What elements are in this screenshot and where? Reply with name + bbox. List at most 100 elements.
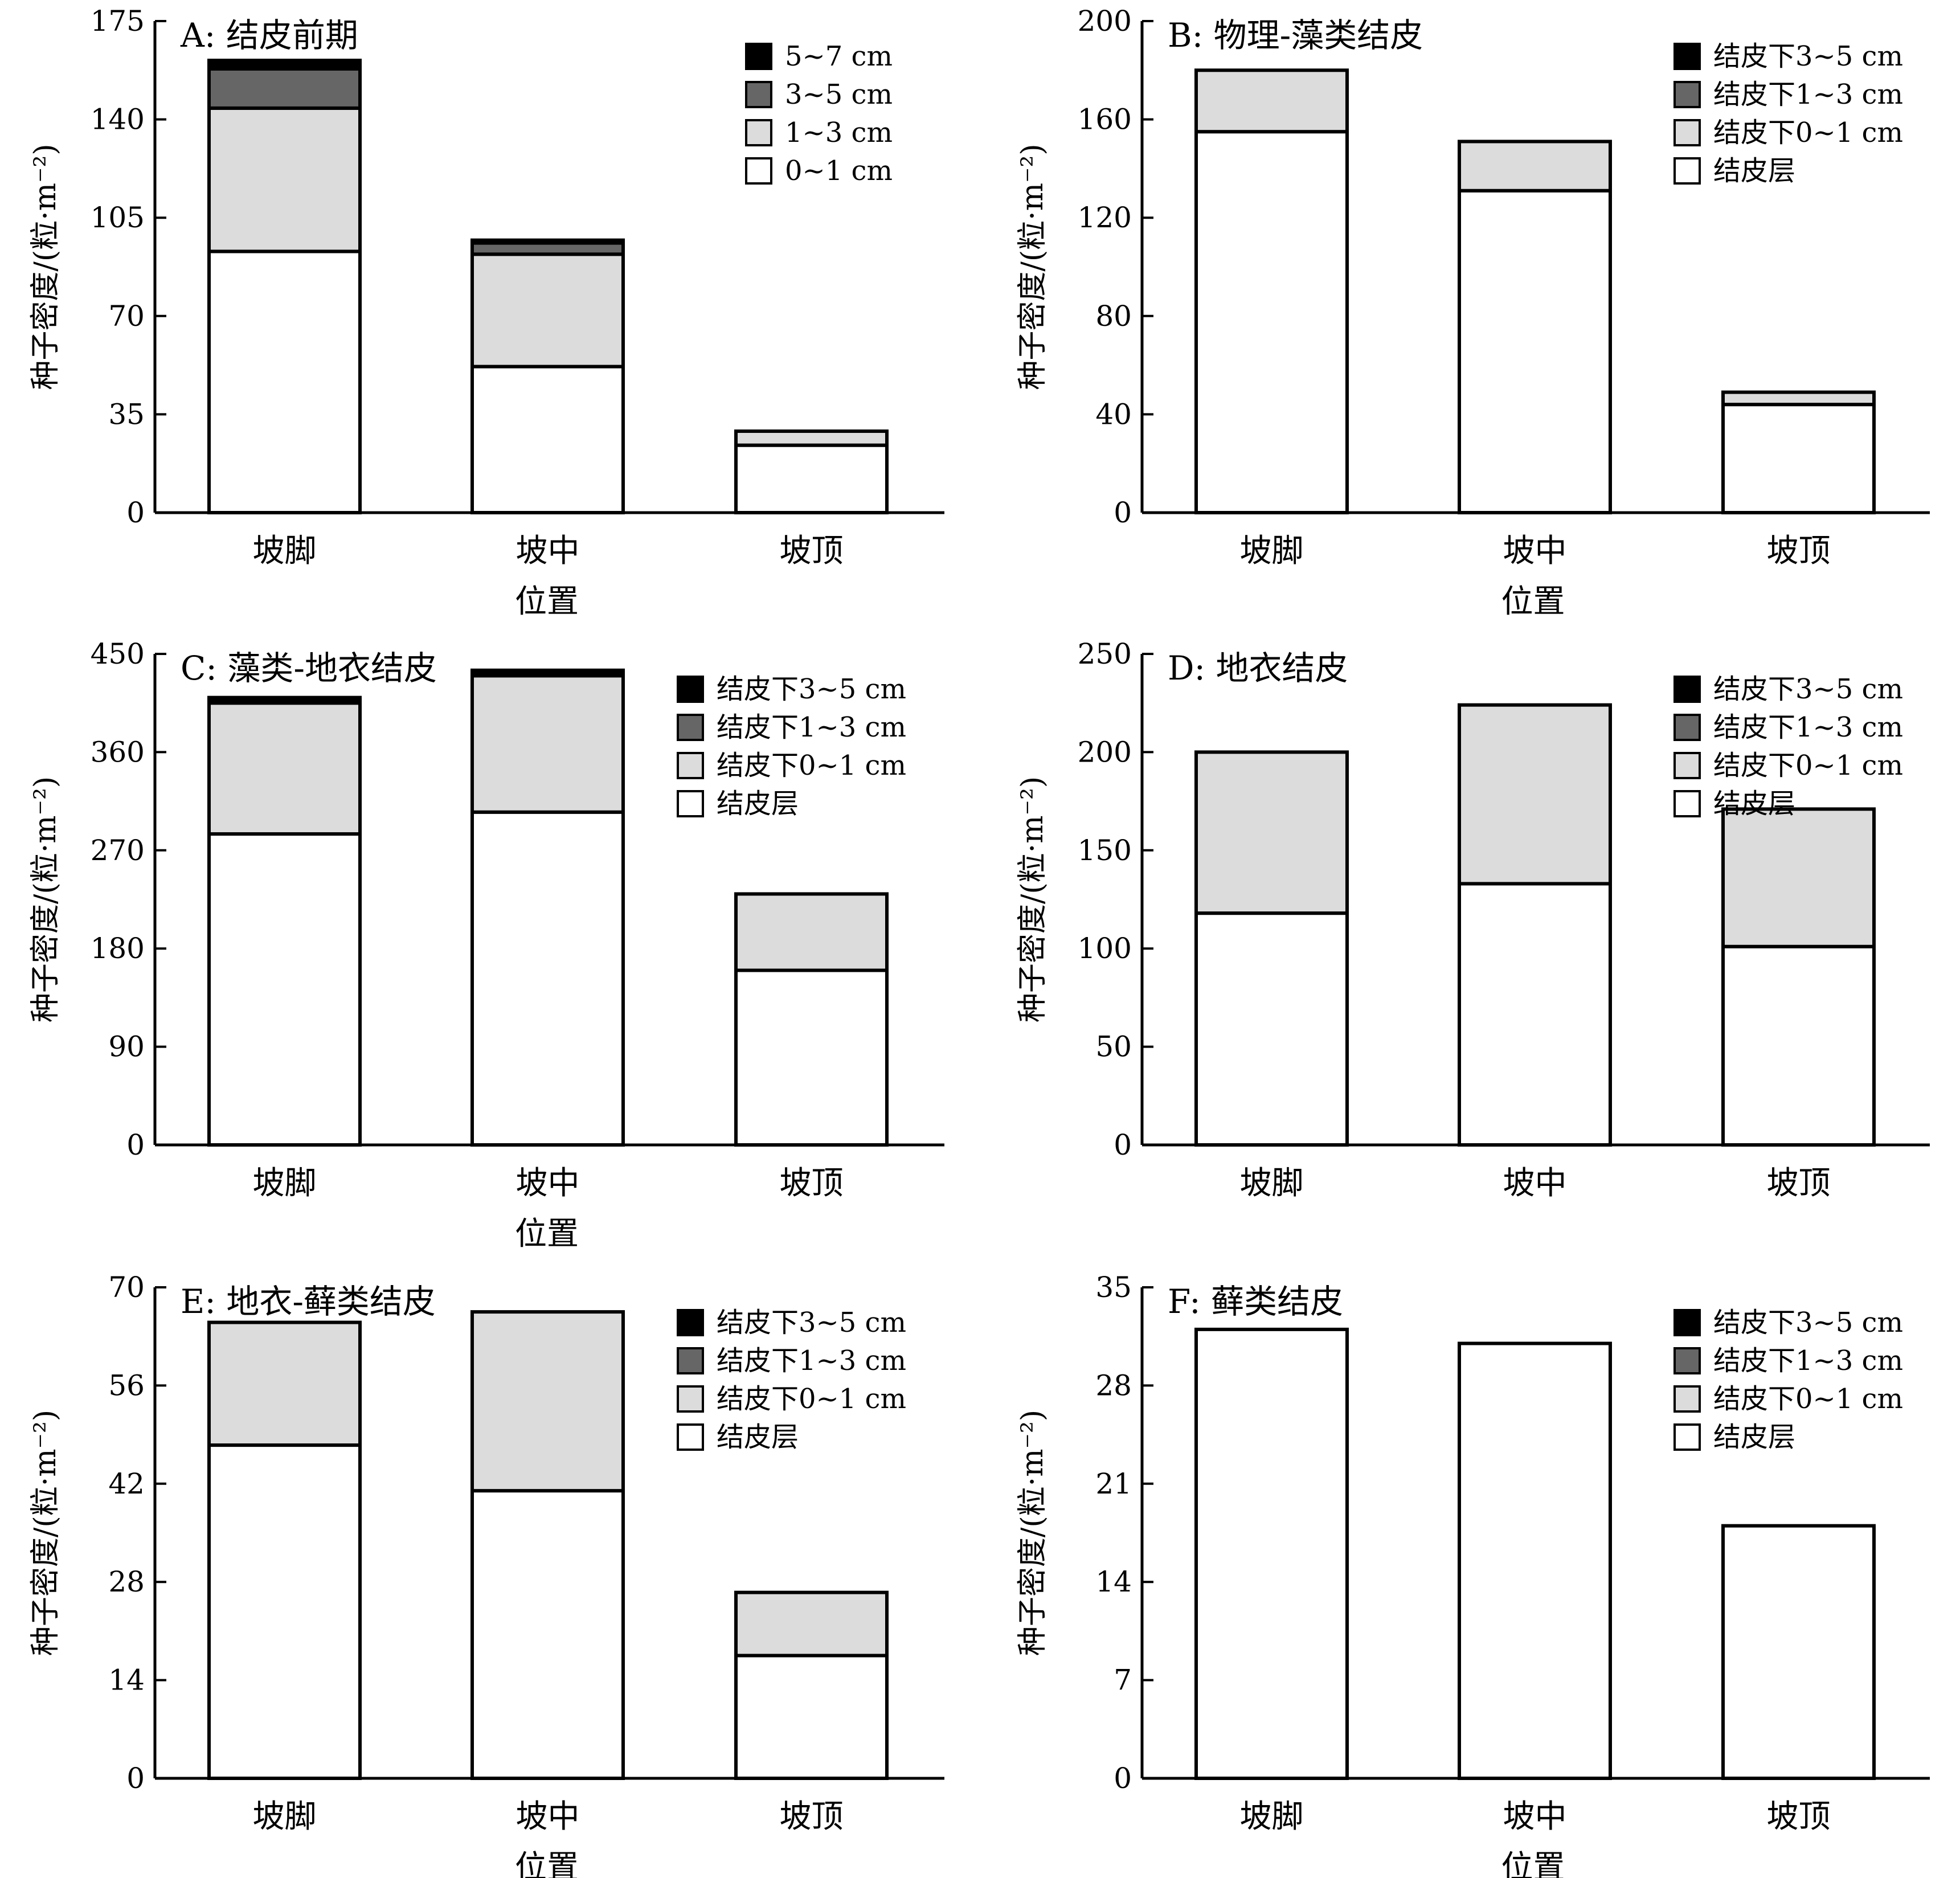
bar-2-坡脚-结皮层 — [1194, 130, 1349, 515]
bar-1-坡顶-1~3cm — [734, 429, 889, 447]
x-tick-label: 坡顶 — [1767, 1798, 1831, 1835]
bar-1-坡中-1~3cm — [470, 252, 625, 369]
bar-3-坡中-结皮下0~1cm — [470, 674, 625, 814]
x-axis-title: 位置 — [1501, 1849, 1565, 1878]
x-tick-label: 坡脚 — [1240, 1798, 1304, 1835]
legend-swatch — [677, 790, 704, 817]
y-tick-label: 21 — [1095, 1467, 1132, 1500]
y-axis-title: 种子密度/(粒·m⁻²) — [28, 776, 63, 1022]
legend-swatch — [677, 1347, 704, 1374]
bar-1-坡顶-0~1cm — [734, 443, 889, 514]
bar-4-坡中-结皮层 — [1458, 882, 1612, 1147]
legend-swatch — [1673, 714, 1701, 741]
legend-label: 结皮下0~1 cm — [717, 750, 906, 782]
y-tick-label: 70 — [108, 1271, 145, 1304]
y-tick-label: 35 — [108, 398, 145, 431]
x-tick-label: 坡顶 — [1767, 533, 1831, 570]
y-tick-label: 175 — [91, 5, 145, 38]
legend-swatch — [677, 676, 704, 703]
y-tick-label: 50 — [1095, 1030, 1132, 1063]
bar-4-坡脚-结皮层 — [1194, 911, 1349, 1147]
legend-label: 结皮下0~1 cm — [1713, 1383, 1903, 1415]
x-tick-label: 坡脚 — [253, 533, 317, 570]
legend-label: 结皮下1~3 cm — [1713, 711, 1903, 743]
legend-label: 结皮层 — [1713, 155, 1795, 187]
legend-swatch — [1673, 1423, 1701, 1451]
legend-label: 结皮层 — [717, 1421, 799, 1453]
bar-4-坡顶-结皮层 — [1721, 944, 1876, 1147]
y-tick-label: 70 — [108, 300, 145, 333]
y-tick-label: 35 — [1095, 1271, 1132, 1304]
legend-swatch — [1673, 43, 1701, 70]
bar-1-坡脚-1~3cm — [207, 106, 362, 253]
y-tick-label: 28 — [108, 1565, 145, 1598]
legend-swatch — [1673, 119, 1701, 146]
legend-label: 结皮下1~3 cm — [717, 1345, 906, 1377]
y-tick-label: 14 — [108, 1664, 145, 1697]
chart-panel-4: 0 50 100 150 200 250 坡脚 坡中 坡顶 种子密度/(粒·m⁻²) D: 地衣结皮… — [1016, 637, 1930, 1202]
bar-1-坡脚-5~7cm — [207, 59, 362, 71]
legend-label: 结皮层 — [1713, 1421, 1795, 1453]
x-tick-label: 坡脚 — [1240, 1165, 1304, 1202]
legend-label: 结皮下3~5 cm — [1713, 40, 1903, 72]
y-tick-label: 42 — [108, 1467, 145, 1500]
panel-title: A: 结皮前期 — [180, 16, 358, 55]
bar-3-坡脚-结皮下0~1cm — [207, 701, 362, 836]
y-tick-label: 0 — [126, 1128, 145, 1161]
y-tick-label: 450 — [91, 637, 145, 670]
y-tick-label: 56 — [108, 1369, 145, 1402]
bar-2-坡顶-结皮层 — [1721, 403, 1876, 515]
legend-swatch — [1673, 752, 1701, 779]
x-tick-label: 坡中 — [1503, 1165, 1567, 1202]
x-tick-label: 坡中 — [1503, 1798, 1567, 1835]
y-tick-label: 360 — [91, 735, 145, 768]
bar-2-坡中-结皮层 — [1458, 189, 1612, 514]
x-tick-label: 坡中 — [516, 1165, 580, 1202]
bar-1-坡中-5~7cm — [470, 238, 625, 245]
x-tick-label: 坡顶 — [1767, 1165, 1831, 1202]
legend-swatch — [1673, 1309, 1701, 1336]
legend-label: 结皮层 — [717, 788, 799, 820]
legend-swatch — [1673, 1385, 1701, 1413]
bar-5-坡脚-结皮层 — [207, 1443, 362, 1781]
y-tick-label: 150 — [1078, 834, 1132, 867]
y-tick-label: 200 — [1078, 5, 1132, 38]
legend-swatch — [1673, 1347, 1701, 1374]
legend-label: 5~7 cm — [785, 40, 893, 72]
x-tick-label: 坡中 — [516, 533, 580, 570]
legend-label: 结皮下3~5 cm — [1713, 673, 1903, 705]
legend-label: 结皮下1~3 cm — [1713, 1345, 1903, 1377]
bar-1-坡中-0~1cm — [470, 365, 625, 515]
bar-3-坡中-结皮层 — [470, 810, 625, 1147]
legend-label: 3~5 cm — [785, 79, 893, 111]
y-axis-title: 种子密度/(粒·m⁻²) — [1016, 144, 1050, 390]
y-axis-title: 种子密度/(粒·m⁻²) — [28, 144, 63, 390]
x-tick-label: 坡中 — [516, 1798, 580, 1835]
bar-5-坡脚-结皮下0~1cm — [207, 1320, 362, 1447]
legend-label: 结皮下3~5 cm — [1713, 1307, 1903, 1339]
legend-swatch — [745, 81, 772, 108]
legend-label: 1~3 cm — [785, 117, 893, 149]
bar-1-坡脚-3~5cm — [207, 67, 362, 110]
bar-3-坡脚-结皮层 — [207, 832, 362, 1147]
legend-swatch — [677, 1385, 704, 1413]
legend-swatch — [745, 119, 772, 146]
legend-swatch — [745, 43, 772, 70]
legend-label: 结皮下0~1 cm — [717, 1383, 906, 1415]
bar-4-坡顶-结皮下0~1cm — [1721, 807, 1876, 948]
x-axis-title: 位置 — [515, 1216, 579, 1253]
y-tick-label: 40 — [1095, 398, 1132, 431]
y-tick-label: 14 — [1095, 1565, 1132, 1598]
y-tick-label: 0 — [1114, 1762, 1132, 1795]
x-tick-label: 坡顶 — [780, 1165, 844, 1202]
bar-2-坡中-结皮下0~1cm — [1458, 140, 1612, 193]
legend-swatch — [677, 1423, 704, 1451]
y-tick-label: 7 — [1114, 1664, 1132, 1697]
legend-label: 结皮下1~3 cm — [717, 711, 906, 743]
y-axis-title: 种子密度/(粒·m⁻²) — [1016, 776, 1050, 1022]
